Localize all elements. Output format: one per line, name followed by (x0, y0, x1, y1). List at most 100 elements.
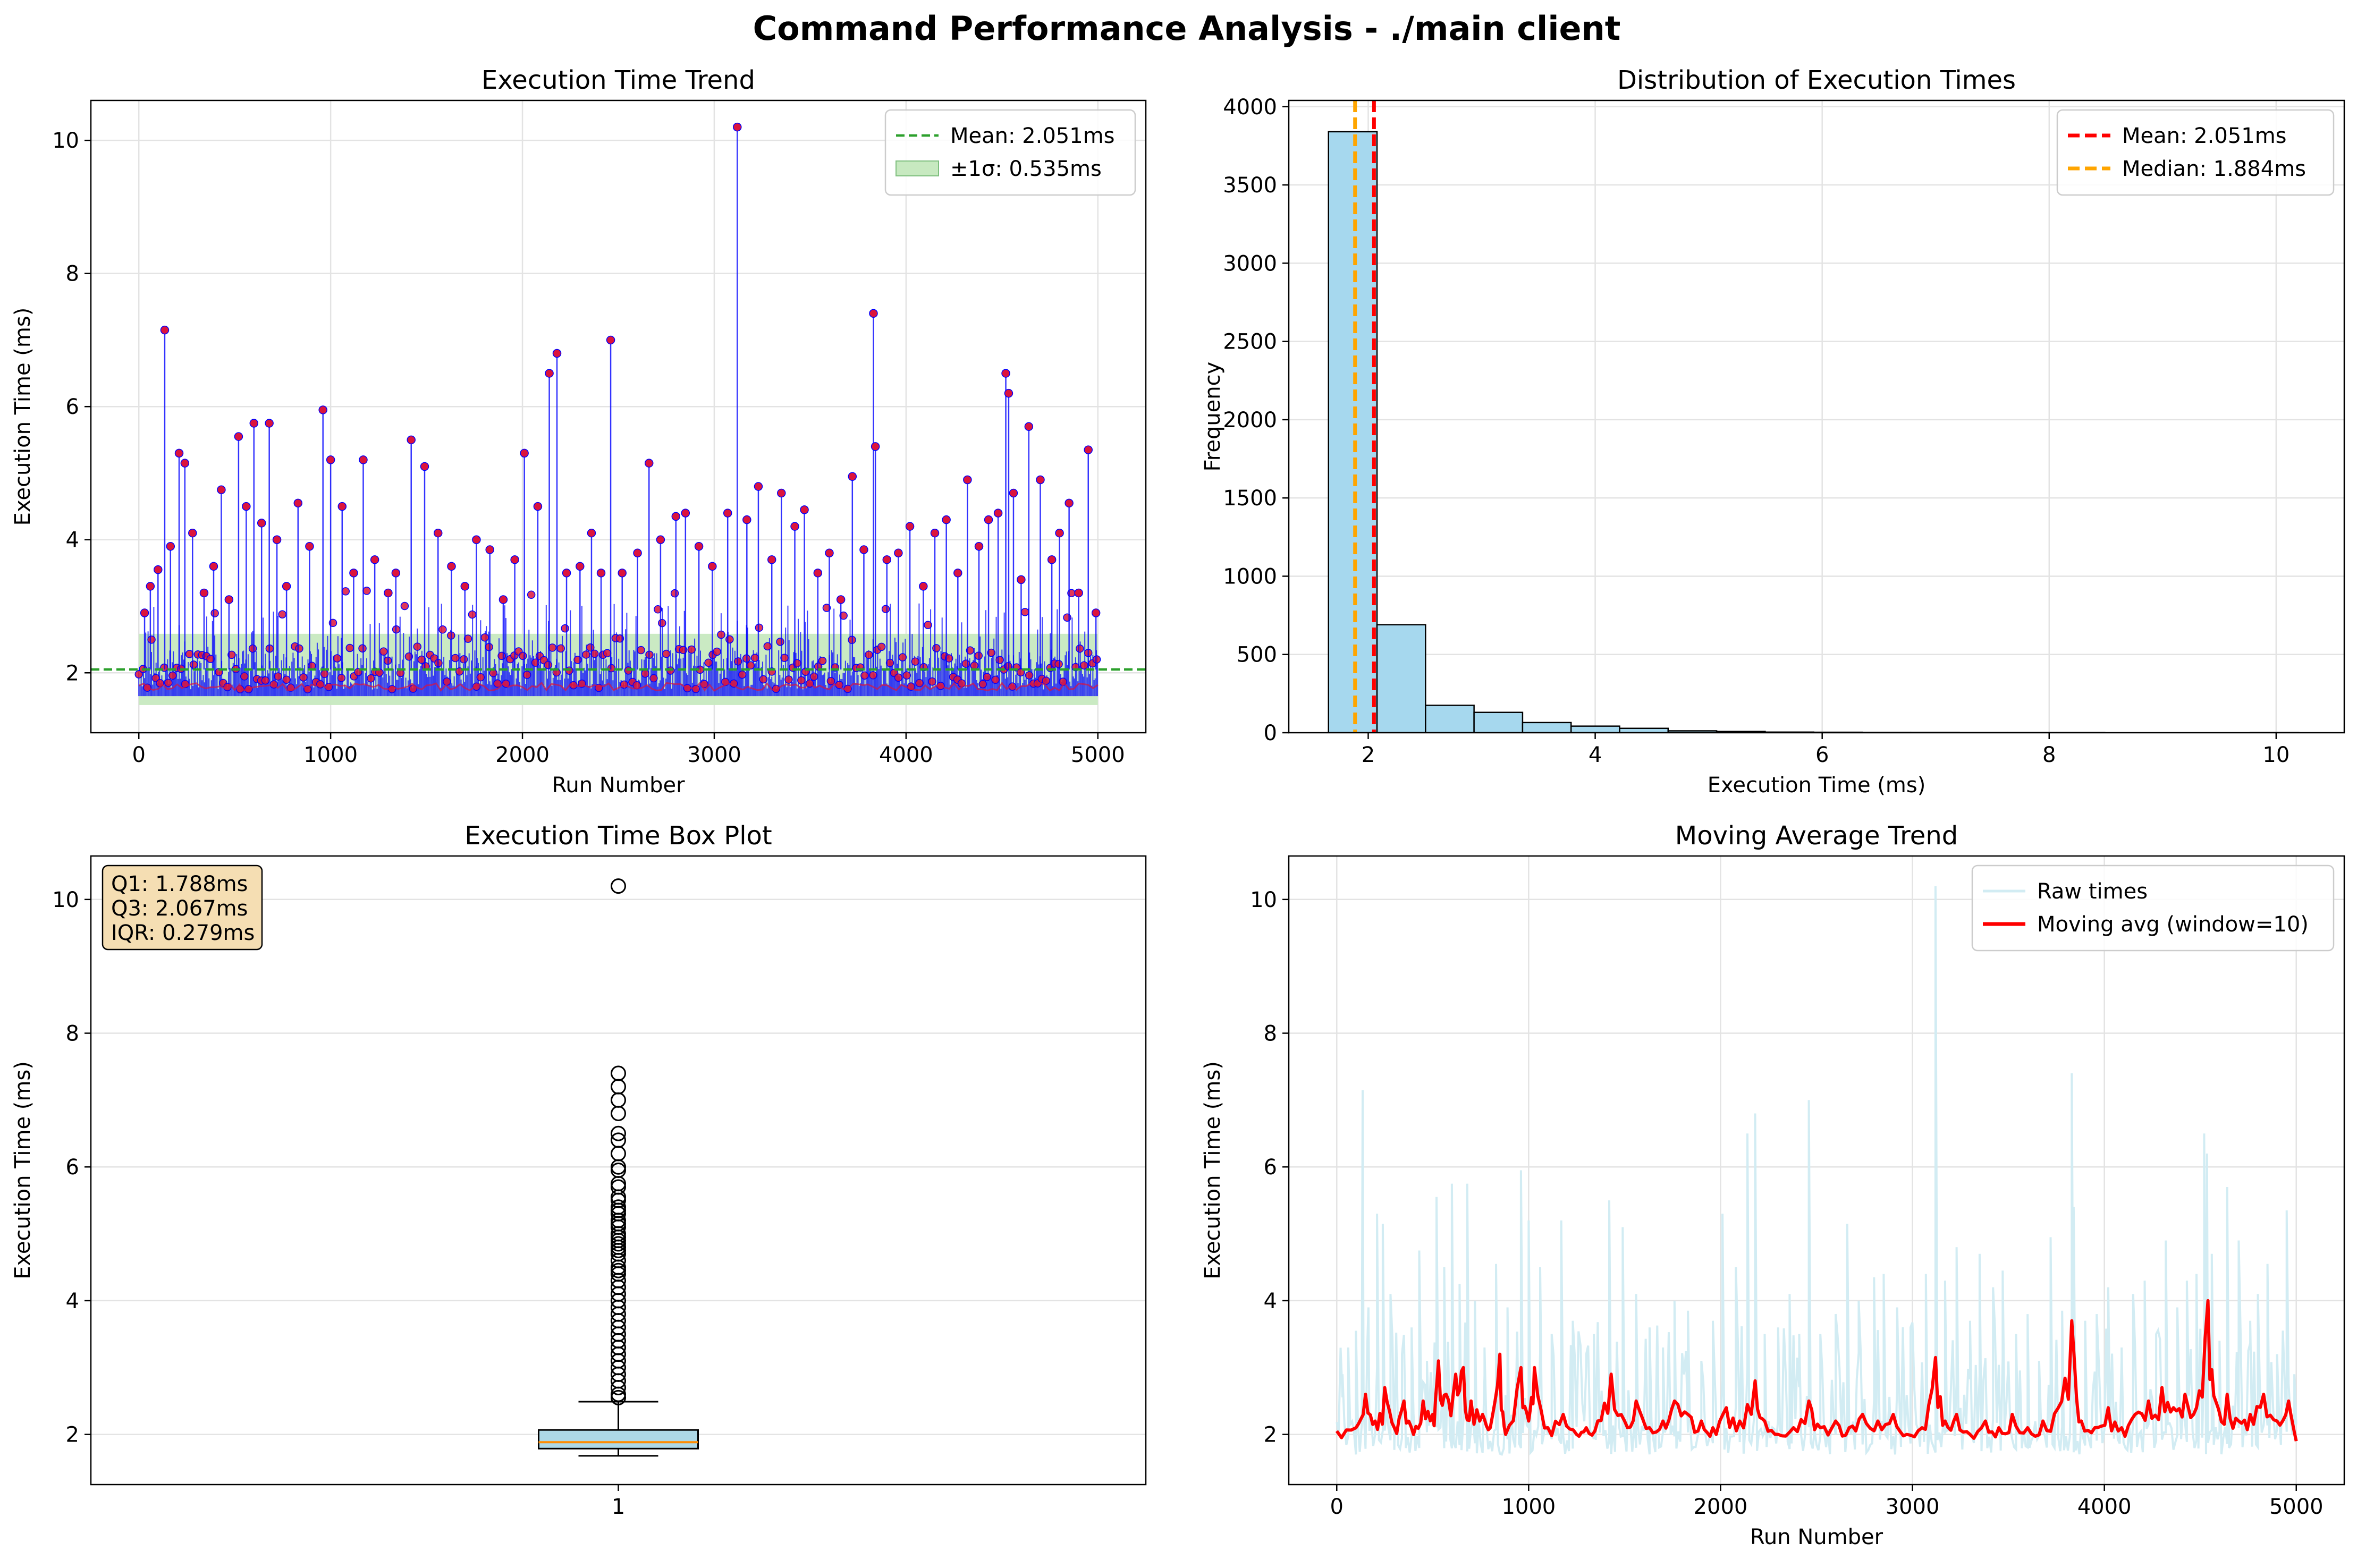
moving-plot-area (1289, 856, 2344, 1485)
outlier (611, 1380, 626, 1396)
data-point (902, 671, 911, 680)
y-tick-label: 2 (1264, 1423, 1277, 1447)
data-point (265, 419, 274, 428)
outlier (611, 1125, 626, 1141)
data-point (759, 675, 768, 684)
data-point (1042, 676, 1051, 685)
legend: Mean: 2.051ms Median: 1.884ms (2056, 109, 2335, 196)
data-point (1055, 528, 1064, 538)
data-point (168, 671, 177, 680)
data-point (1024, 422, 1034, 431)
data-point (1084, 445, 1093, 454)
data-point (822, 604, 831, 612)
data-point (911, 657, 919, 666)
data-point (189, 660, 198, 669)
trend-frame (90, 99, 1147, 734)
raw-times-line (1336, 886, 2297, 1456)
data-point (717, 630, 725, 639)
data-point (725, 635, 734, 644)
data-point (694, 542, 704, 551)
data-point (603, 649, 612, 658)
data-point (400, 601, 409, 611)
data-point (894, 548, 903, 558)
x-tick-label: 0 (1330, 1495, 1344, 1519)
data-point (825, 548, 834, 558)
moving-axes: 0 1000 2000 3000 4000 5000 2 4 6 8 10 Moving Averag… (1201, 821, 2345, 1549)
data-point (341, 587, 350, 596)
data-point (282, 582, 291, 591)
data-point (987, 648, 995, 657)
data-point (199, 588, 209, 598)
data-point (533, 502, 543, 511)
x-tick-label: 5000 (2269, 1495, 2324, 1519)
moving-ylabel: Execution Time (ms) (1201, 1061, 1225, 1279)
data-point (919, 582, 928, 591)
x-tick-label: 4 (1589, 743, 1602, 767)
data-point (671, 512, 681, 521)
data-point (877, 642, 886, 651)
data-point (826, 677, 835, 685)
data-point (561, 624, 569, 633)
data-point (519, 651, 527, 660)
data-point (607, 664, 616, 673)
data-point (370, 555, 379, 564)
legend-label: Moving avg (window=10) (2037, 912, 2309, 937)
data-point (691, 684, 700, 693)
data-point (459, 655, 468, 664)
data-point (942, 515, 951, 524)
y-tick-label: 2000 (1223, 408, 1277, 433)
data-point (295, 644, 303, 653)
data-point (326, 455, 335, 464)
data-point (818, 656, 827, 665)
x-tick-label: 6 (1815, 743, 1829, 767)
data-point (836, 595, 846, 604)
hist-title: Distribution of Execution Times (1617, 65, 2016, 95)
data-point (978, 680, 987, 689)
outlier (611, 1106, 626, 1122)
data-point (522, 671, 531, 679)
data-point (670, 589, 679, 598)
data-point (1004, 388, 1013, 398)
data-point (813, 569, 823, 578)
outlier (611, 1163, 626, 1178)
data-point (871, 442, 880, 451)
data-point (658, 618, 666, 628)
x-tick-label: 0 (132, 743, 146, 767)
data-point (358, 644, 367, 653)
data-point (970, 661, 979, 670)
data-point (249, 419, 259, 428)
data-point (272, 535, 282, 544)
data-point (438, 625, 447, 634)
data-point (1074, 588, 1083, 598)
histogram-bar (1425, 705, 1475, 733)
data-point (520, 448, 529, 458)
data-point (809, 672, 818, 681)
data-point (318, 405, 327, 414)
x-tick-label: 1 (612, 1495, 625, 1519)
data-point (166, 542, 175, 551)
y-tick-label: 0 (1264, 721, 1277, 745)
data-point (767, 555, 776, 564)
data-point (681, 508, 690, 518)
data-point (662, 649, 671, 658)
data-point (154, 565, 163, 574)
trend-axes: 0 1000 2000 3000 4000 5000 2 4 6 8 10 Execution Tim… (11, 65, 1147, 798)
data-point (1017, 575, 1026, 584)
data-point (984, 515, 993, 524)
data-point (915, 679, 924, 688)
legend-box (1971, 864, 2335, 952)
data-point (1054, 660, 1063, 668)
data-point (587, 528, 596, 538)
data-point (644, 459, 654, 468)
data-point (433, 528, 443, 538)
annotation-line: Q3: 2.067ms (111, 896, 248, 921)
box-axes: 1 2 4 6 8 10 Execution Time Box Plot Execution … (11, 821, 1147, 1519)
data-point (1063, 613, 1071, 622)
data-point (460, 582, 470, 591)
data-point (282, 675, 291, 684)
data-point (447, 562, 456, 571)
data-point (1080, 661, 1088, 670)
outlier (611, 878, 626, 894)
data-point (217, 485, 226, 495)
